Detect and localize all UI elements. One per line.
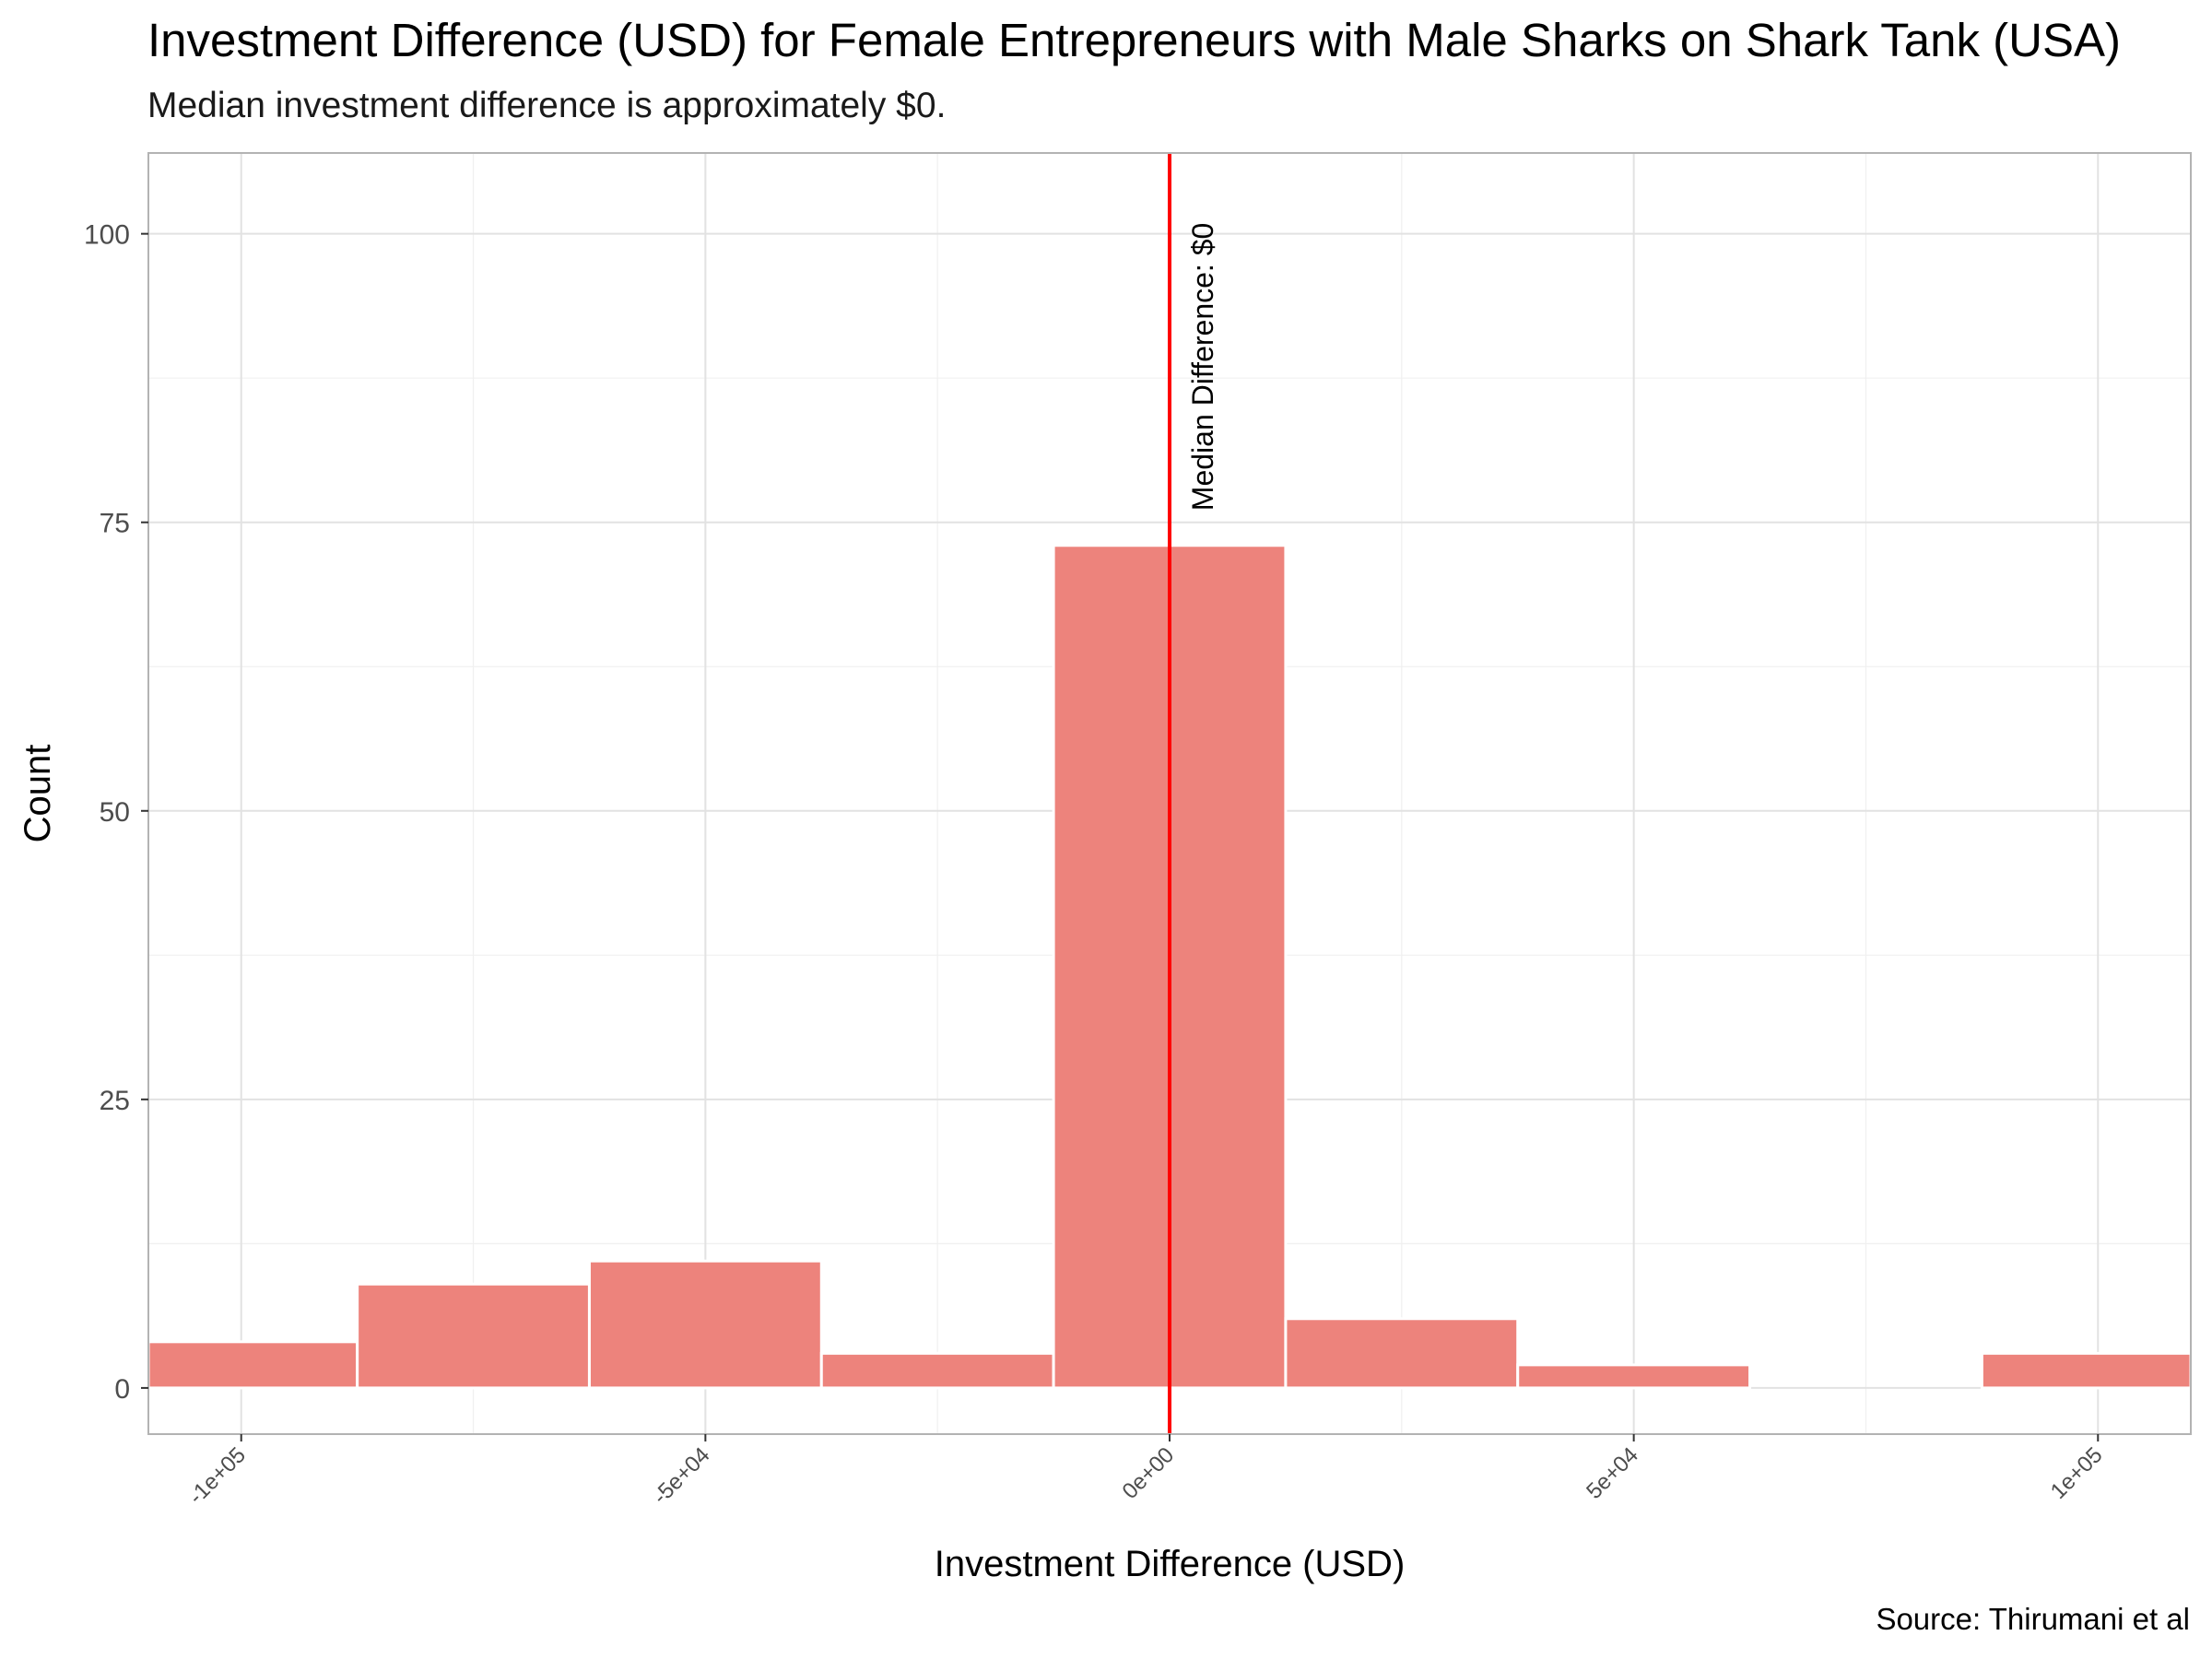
source-caption: Source: Thirumani et al	[1876, 1602, 2190, 1636]
x-tick-label: -5e+04	[648, 1442, 714, 1509]
median-label: Median Difference: $0	[1186, 223, 1219, 511]
histogram-bar	[587, 1259, 823, 1390]
histogram-bar	[147, 1340, 359, 1390]
x-axis-ticks: -1e+05 -5e+04 0e+00 5e+04 1e+05	[184, 1434, 2108, 1510]
x-tick-label: 0e+00	[1117, 1442, 1179, 1504]
histogram-bar	[1516, 1363, 1752, 1390]
x-tick-label: -1e+05	[184, 1442, 251, 1509]
histogram-bar	[1284, 1317, 1520, 1390]
y-tick-label: 100	[84, 220, 130, 251]
histogram-bar	[356, 1282, 591, 1390]
x-tick-label: 5e+04	[1582, 1442, 1643, 1504]
median-marker: Median Difference: $0	[1168, 153, 1219, 1434]
y-tick-label: 25	[100, 1086, 130, 1116]
y-axis-ticks: 0 25 50 75 100	[84, 220, 148, 1405]
histogram-bar	[819, 1351, 1055, 1390]
chart-subtitle: Median investment difference is approxim…	[147, 86, 947, 125]
x-tick-label: 1e+05	[2046, 1442, 2108, 1504]
histogram-bar	[1980, 1351, 2193, 1390]
y-axis-title: Count	[18, 745, 58, 843]
chart-title: Investment Difference (USD) for Female E…	[147, 14, 2121, 66]
y-tick-label: 75	[100, 509, 130, 539]
x-axis-title: Investment Difference (USD)	[935, 1544, 1406, 1584]
y-tick-label: 0	[114, 1374, 130, 1405]
y-tick-label: 50	[100, 797, 130, 828]
